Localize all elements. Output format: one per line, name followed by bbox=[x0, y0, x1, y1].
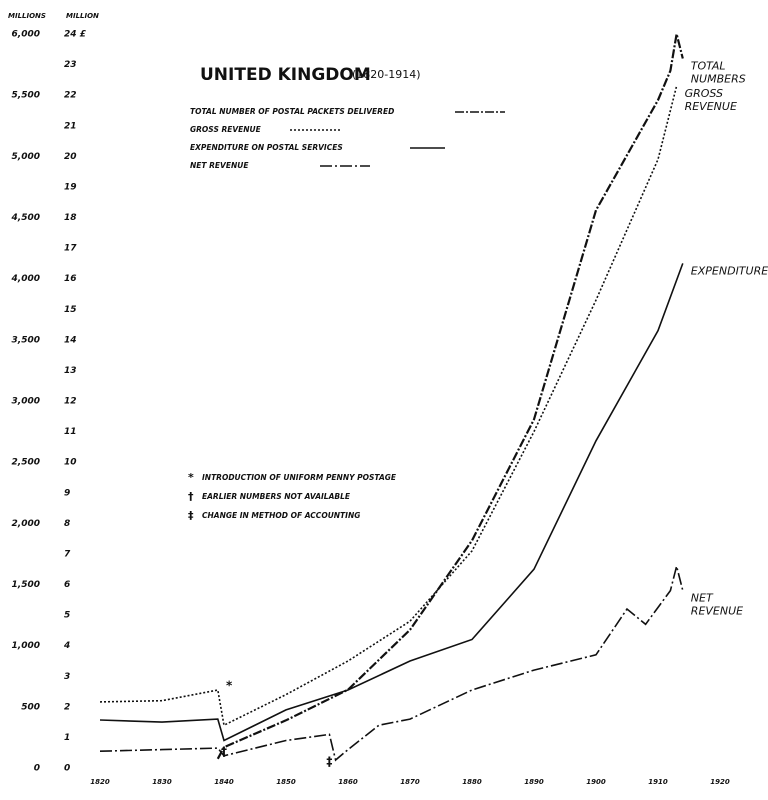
series-line bbox=[99, 85, 678, 727]
series-end-label: NET REVENUE bbox=[691, 592, 743, 618]
y2-tick-label: 13 bbox=[64, 366, 77, 376]
y-tick-label: 1,500 bbox=[12, 580, 40, 590]
x-tick-label: 1840 bbox=[214, 778, 234, 786]
x-tick-label: 1910 bbox=[648, 778, 668, 786]
y-axis-label: MILLIONS bbox=[8, 12, 46, 20]
y2-tick-label: 5 bbox=[64, 611, 70, 621]
legend-label: TOTAL NUMBER OF POSTAL PACKETS DELIVERED bbox=[190, 107, 394, 116]
series-line bbox=[99, 566, 684, 762]
x-tick-label: 1820 bbox=[90, 778, 110, 786]
x-tick-label: 1880 bbox=[462, 778, 482, 786]
series-line bbox=[216, 33, 684, 760]
y2-tick-label: 23 bbox=[64, 60, 77, 70]
legend-label: GROSS REVENUE bbox=[190, 125, 262, 134]
y2-tick-label: 22 bbox=[64, 91, 77, 101]
note-marker: † bbox=[221, 745, 227, 759]
y2-tick-label: 16 bbox=[64, 274, 77, 284]
y2-tick-label: 19 bbox=[64, 182, 77, 192]
y-tick-label: 3,500 bbox=[12, 335, 40, 345]
y2-tick-label: 12 bbox=[64, 397, 77, 407]
note-symbol: † bbox=[188, 490, 194, 503]
y-tick-label: 5,500 bbox=[12, 91, 40, 101]
x-tick-label: 1850 bbox=[276, 778, 296, 786]
y2-tick-label: 0 bbox=[64, 764, 70, 774]
x-tick-label: 1920 bbox=[710, 778, 730, 786]
y2-tick-label: 24 £ bbox=[64, 30, 87, 40]
y-tick-label: 500 bbox=[21, 702, 40, 712]
x-tick-label: 1830 bbox=[152, 778, 172, 786]
y-tick-label: 2,500 bbox=[12, 458, 40, 468]
note-symbol: * bbox=[188, 471, 194, 484]
note-marker: ‡ bbox=[326, 755, 332, 769]
chart-title: UNITED KINGDOM bbox=[200, 65, 371, 85]
y2-tick-label: 4 bbox=[63, 641, 70, 651]
y2-tick-label: 8 bbox=[64, 519, 70, 529]
y2-tick-label: 1 bbox=[64, 733, 70, 743]
series-end-label: GROSS REVENUE bbox=[685, 87, 737, 113]
note-text: INTRODUCTION OF UNIFORM PENNY POSTAGE bbox=[202, 473, 397, 482]
y2-tick-label: 11 bbox=[64, 427, 77, 437]
y2-tick-label: 2 bbox=[64, 702, 70, 712]
note-text: CHANGE IN METHOD OF ACCOUNTING bbox=[202, 511, 360, 520]
series-line bbox=[99, 263, 684, 742]
y2-tick-label: 17 bbox=[64, 244, 77, 254]
x-tick-label: 1890 bbox=[524, 778, 544, 786]
y2-tick-label: 9 bbox=[64, 488, 70, 498]
x-tick-label: 1870 bbox=[400, 778, 420, 786]
y2-tick-label: 14 bbox=[64, 335, 77, 345]
y2-tick-label: 21 bbox=[64, 121, 77, 131]
y-tick-label: 4,000 bbox=[11, 274, 40, 284]
y-tick-label: 3,000 bbox=[12, 397, 40, 407]
x-tick-label: 1860 bbox=[338, 778, 358, 786]
y-tick-label: 2,000 bbox=[12, 519, 40, 529]
y-tick-label: 0 bbox=[34, 764, 40, 774]
note-symbol: ‡ bbox=[188, 509, 194, 522]
legend-label: NET REVENUE bbox=[190, 161, 249, 170]
x-tick-label: 1900 bbox=[586, 778, 606, 786]
series-end-label: EXPENDITURE bbox=[691, 264, 768, 277]
y2-axis-label: MILLION bbox=[66, 12, 99, 20]
y2-tick-label: 20 bbox=[64, 152, 77, 162]
note-marker: * bbox=[226, 679, 233, 693]
y2-tick-label: 10 bbox=[64, 458, 77, 468]
y2-tick-label: 18 bbox=[64, 213, 77, 223]
legend-label: EXPENDITURE ON POSTAL SERVICES bbox=[190, 143, 343, 152]
note-text: EARLIER NUMBERS NOT AVAILABLE bbox=[202, 492, 351, 501]
series-end-label: TOTAL NUMBERS bbox=[691, 59, 746, 85]
y2-tick-label: 15 bbox=[64, 305, 77, 315]
y2-tick-label: 6 bbox=[64, 580, 70, 590]
chart-subtitle: (1820-1914) bbox=[352, 68, 421, 81]
y-tick-label: 6,000 bbox=[12, 30, 40, 40]
y2-tick-label: 3 bbox=[64, 672, 70, 682]
y2-tick-label: 7 bbox=[64, 549, 71, 559]
y-tick-label: 1,000 bbox=[12, 641, 40, 651]
y-tick-label: 4,500 bbox=[11, 213, 40, 223]
y-tick-label: 5,000 bbox=[12, 152, 40, 162]
